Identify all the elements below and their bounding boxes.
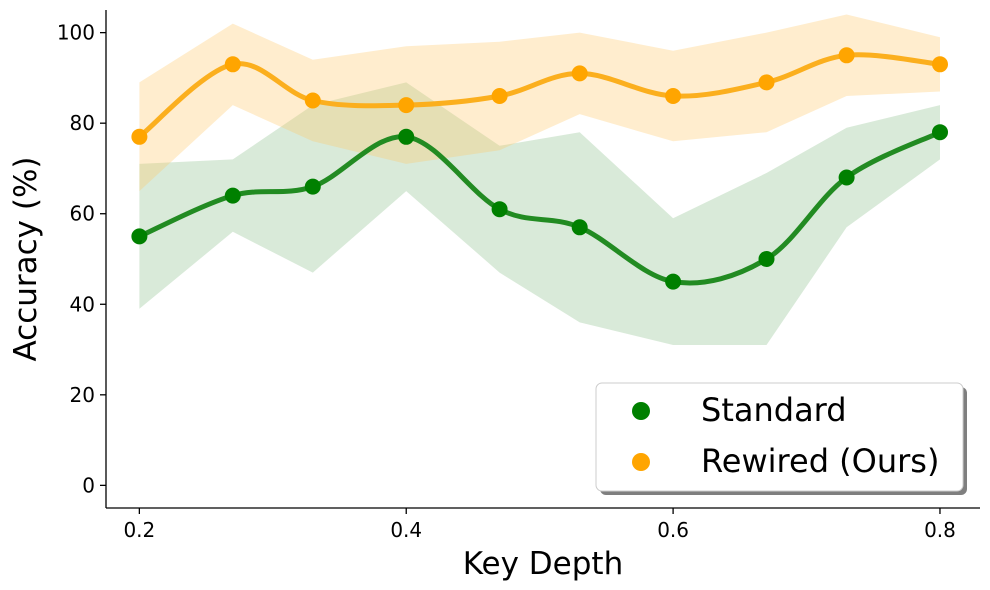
legend-marker-standard (632, 402, 650, 420)
y-tick-label: 60 (70, 202, 95, 226)
point-rewired (932, 56, 948, 73)
series-points (131, 47, 948, 290)
point-rewired (224, 56, 241, 73)
point-rewired (758, 74, 775, 91)
y-tick-label: 0 (82, 473, 95, 497)
line-standard (136, 129, 943, 286)
point-rewired (398, 97, 415, 114)
point-standard (665, 273, 682, 290)
y-axis-title: Accuracy (%) (8, 156, 44, 361)
point-standard (571, 219, 588, 236)
y-ticks: 0 20 40 60 80 100 (57, 21, 106, 497)
legend: Standard Rewired (Ours) (595, 382, 967, 495)
series-lines (136, 52, 943, 286)
point-rewired (131, 128, 148, 145)
point-standard (932, 124, 948, 141)
x-tick-label: 0.4 (390, 518, 422, 542)
y-tick-label: 80 (70, 111, 95, 135)
line-rewired (136, 52, 943, 140)
x-tick-label: 0.6 (657, 518, 689, 542)
point-standard (131, 228, 148, 245)
point-standard (758, 251, 775, 267)
legend-label-rewired: Rewired (Ours) (701, 442, 939, 480)
point-standard (491, 201, 508, 218)
point-standard (398, 128, 415, 145)
point-rewired (665, 88, 682, 104)
y-tick-label: 100 (57, 21, 95, 45)
x-ticks: 0.2 0.4 0.6 0.8 (123, 508, 956, 542)
point-standard (838, 169, 855, 186)
y-tick-label: 40 (70, 292, 95, 316)
x-tick-label: 0.2 (123, 518, 155, 542)
confidence-bands (139, 14, 940, 346)
band-rewired (139, 14, 940, 192)
x-tick-label: 0.8 (924, 518, 956, 542)
point-rewired (838, 47, 855, 64)
point-rewired (571, 65, 588, 82)
point-rewired (304, 92, 321, 109)
legend-label-standard: Standard (701, 391, 847, 429)
axes (105, 10, 980, 509)
band-standard (139, 82, 940, 346)
x-axis-title: Key Depth (463, 546, 623, 582)
y-tick-label: 20 (70, 383, 95, 407)
point-rewired (491, 88, 508, 104)
legend-frame (595, 382, 964, 492)
legend-marker-rewired (632, 453, 650, 471)
point-standard (304, 178, 321, 195)
point-standard (224, 187, 241, 204)
